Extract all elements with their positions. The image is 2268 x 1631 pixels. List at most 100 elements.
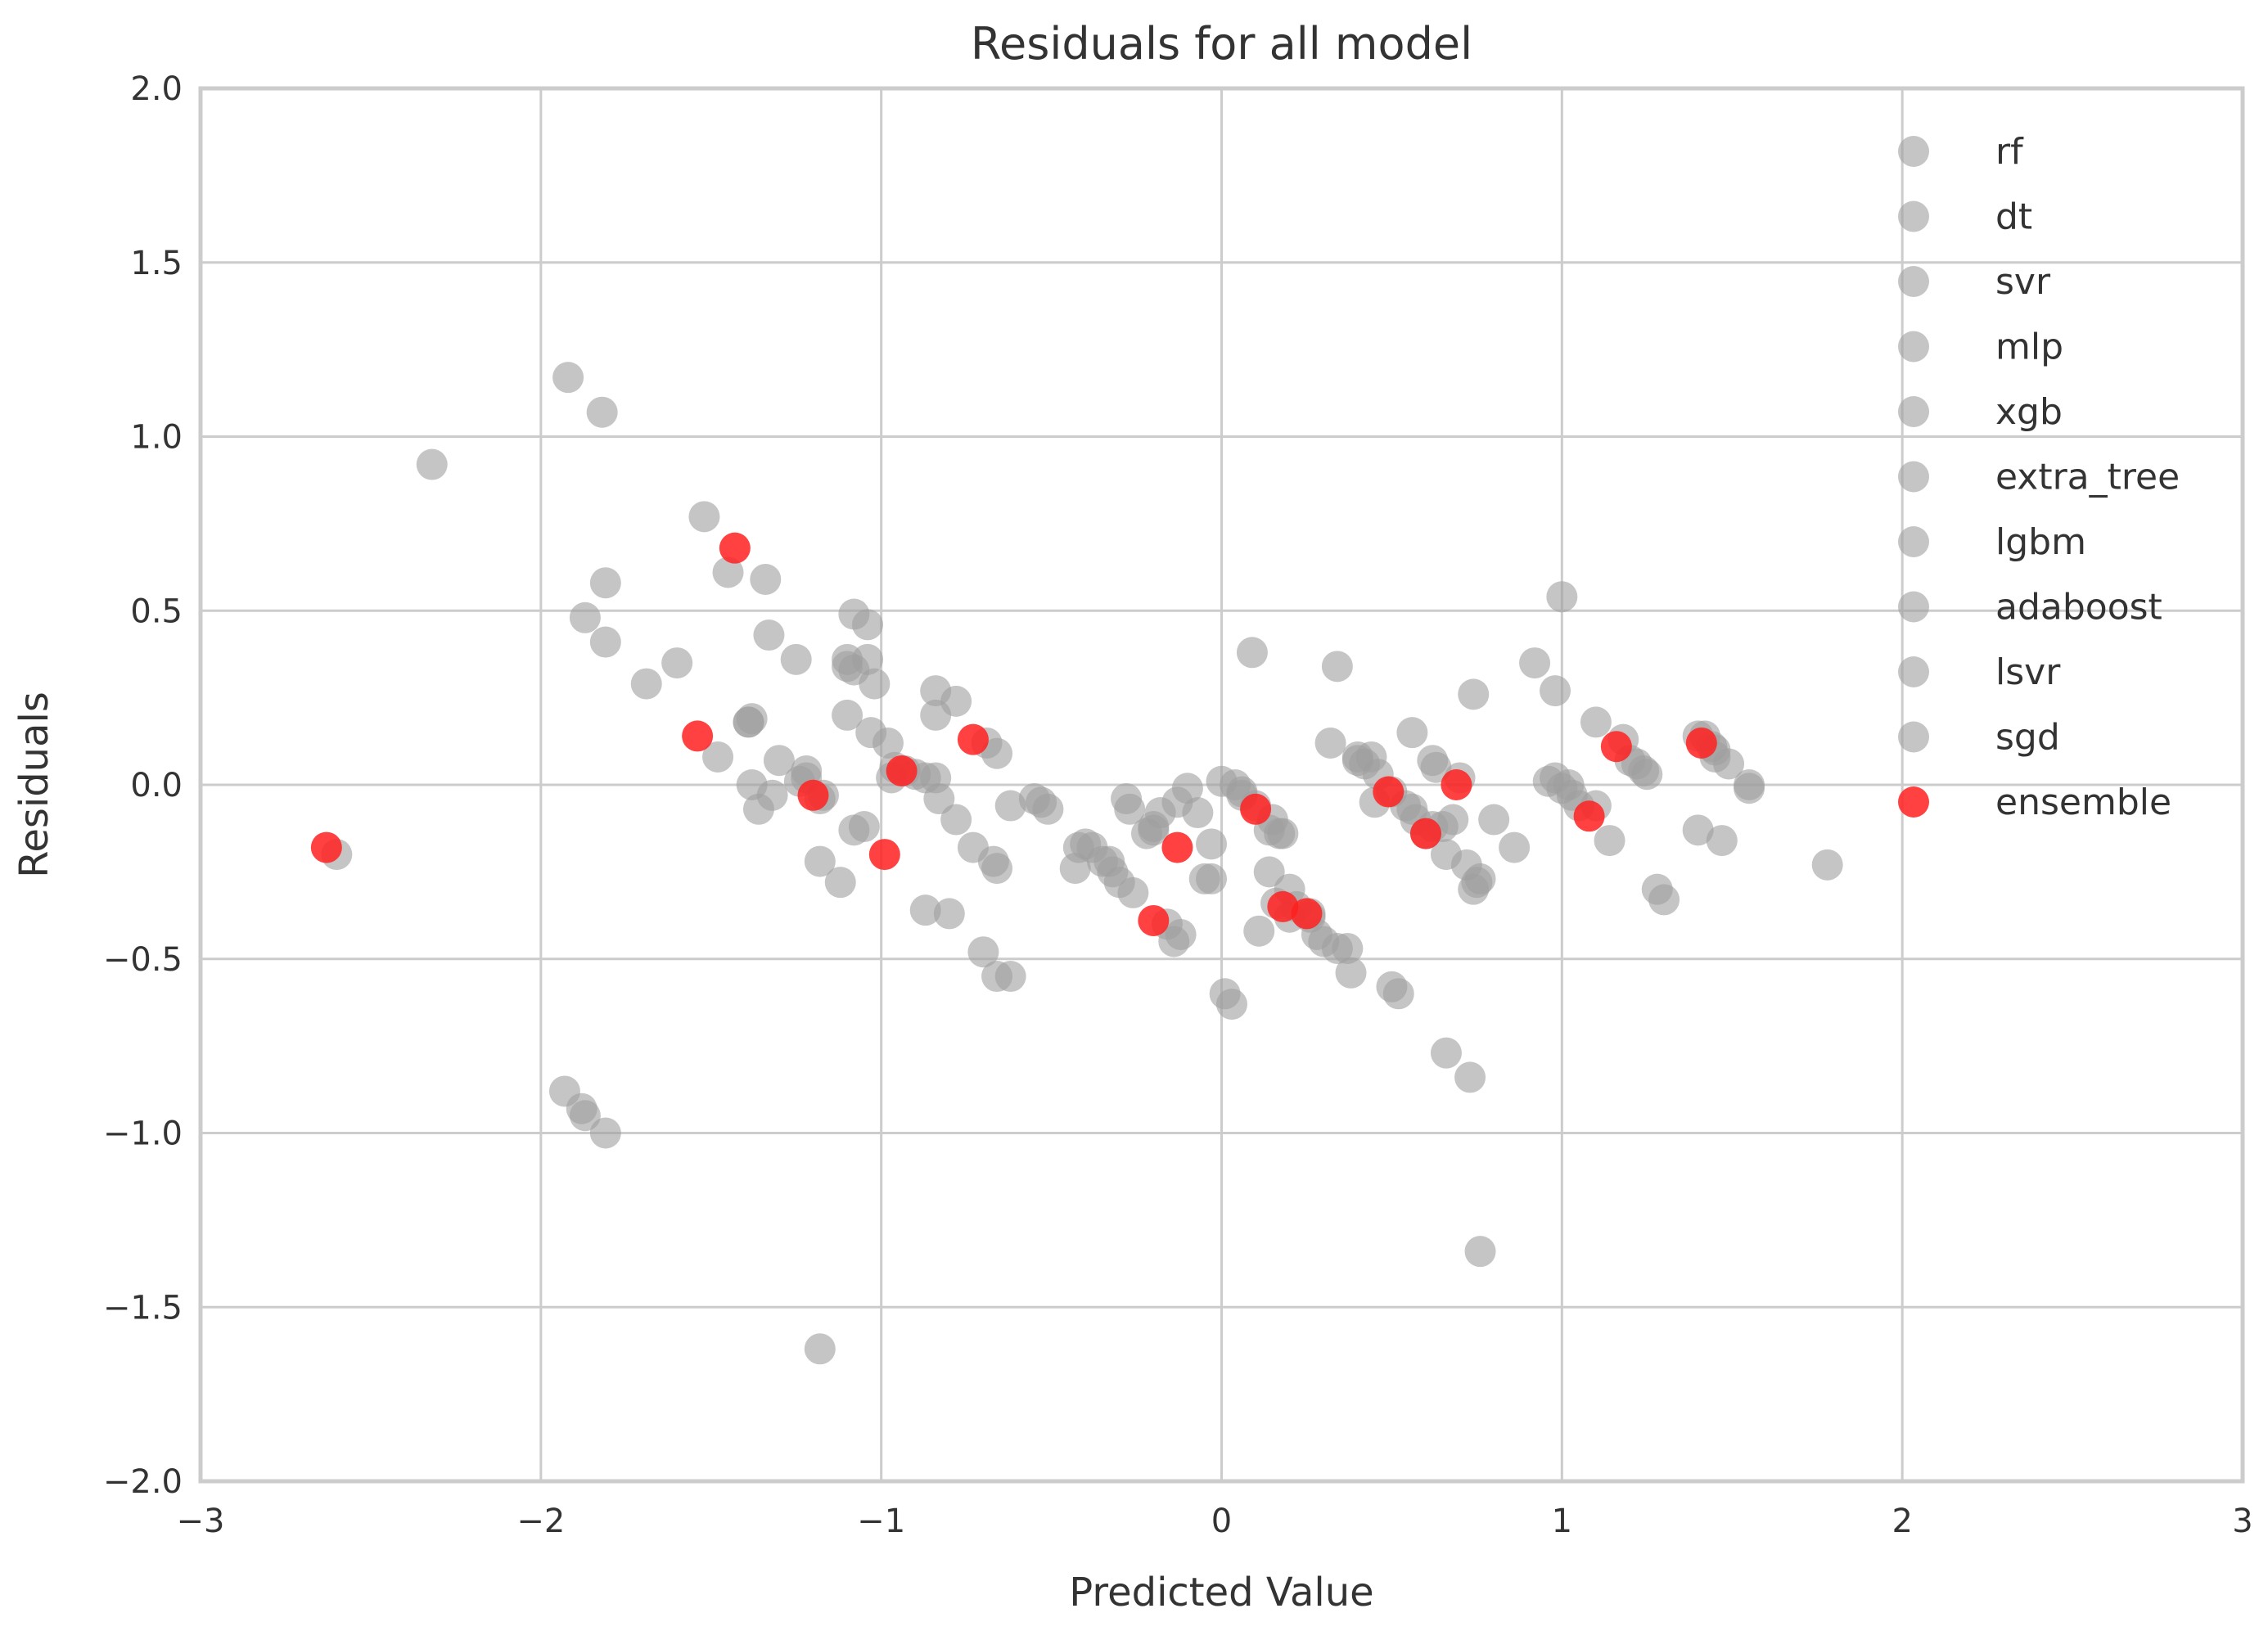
point-ensemble [1240, 793, 1272, 825]
point-extra-tree [1321, 651, 1353, 683]
legend-label-xgb: xgb [1995, 391, 2063, 433]
y-tick-label: 1.5 [130, 245, 183, 282]
point-adaboost [756, 779, 788, 811]
legend-label-rf: rf [1995, 131, 2024, 173]
y-tick-label: 2.0 [130, 70, 183, 108]
point-rf [552, 362, 584, 394]
point-xgb [1478, 804, 1510, 836]
point-rf [1811, 849, 1843, 881]
legend-label-svr: svr [1995, 261, 2051, 303]
point-svr [1580, 706, 1612, 738]
legend-marker-rf [1898, 136, 1929, 167]
x-tick-label: 3 [2232, 1503, 2252, 1540]
point-sgd [1458, 873, 1490, 905]
point-ensemble [1373, 776, 1405, 808]
point-adaboost [1499, 831, 1531, 863]
y-tick-label: 0.5 [130, 592, 183, 630]
point-rf [1236, 637, 1268, 669]
point-svr [1253, 856, 1285, 888]
point-rf [1458, 678, 1490, 710]
point-ensemble [957, 723, 989, 755]
point-rf [569, 601, 601, 633]
legend-marker-sgd [1898, 721, 1929, 753]
point-sgd [1144, 797, 1176, 829]
point-mlp [569, 1100, 601, 1132]
point-ensemble [886, 755, 918, 786]
point-mlp [589, 567, 621, 599]
point-svr [940, 804, 972, 836]
point-ensemble [1291, 898, 1323, 930]
y-tick-label: −1.0 [103, 1115, 183, 1153]
point-ensemble [1161, 831, 1193, 863]
point-xgb [688, 501, 720, 533]
point-ensemble [1685, 727, 1717, 759]
x-axis-title: Predicted Value [1069, 1570, 1373, 1615]
legend-label-adaboost: adaboost [1995, 587, 2162, 629]
point-ensemble [1573, 800, 1605, 832]
point-rf [1594, 825, 1625, 857]
point-xgb [1032, 793, 1064, 825]
legend-marker-ensemble [1898, 786, 1929, 818]
point-extra-tree [1648, 884, 1680, 916]
legend-label-sgd: sgd [1995, 717, 2060, 759]
point-ensemble [682, 720, 714, 752]
legend-marker-extra-tree [1898, 461, 1929, 493]
point-extra-tree [981, 961, 1013, 993]
point-ensemble [868, 839, 900, 871]
x-tick-label: 2 [1892, 1503, 1912, 1540]
legend-label-dt: dt [1995, 196, 2032, 238]
point-dt [1430, 1037, 1462, 1069]
point-ensemble [1441, 769, 1472, 800]
point-dt [763, 745, 795, 777]
point-lsvr [1196, 863, 1228, 894]
legend-label-lsvr: lsvr [1995, 651, 2061, 693]
point-xgb [859, 668, 891, 700]
point-ensemble [1138, 904, 1170, 936]
point-lsvr [1628, 755, 1660, 786]
point-extra-tree [872, 727, 904, 759]
legend-label-extra-tree: extra_tree [1995, 457, 2180, 498]
y-tick-label: 0.0 [130, 767, 183, 804]
point-adaboost [1430, 839, 1462, 871]
point-sgd [712, 556, 744, 588]
x-tick-label: −1 [857, 1503, 905, 1540]
x-tick-label: 1 [1552, 1503, 1572, 1540]
point-ensemble [1600, 731, 1632, 763]
point-svr [589, 626, 621, 658]
data-points [310, 362, 1843, 1365]
legend-marker-xgb [1898, 396, 1929, 427]
point-extra-tree [630, 668, 662, 700]
point-extra-tree [1454, 1061, 1486, 1093]
legend-marker-adaboost [1898, 591, 1929, 623]
point-adaboost [804, 1333, 836, 1365]
point-xgb [750, 563, 782, 595]
point-extra-tree [1114, 793, 1146, 825]
point-dt [1382, 978, 1414, 1010]
point-sgd [977, 845, 1009, 877]
point-adaboost [1117, 876, 1149, 908]
y-tick-label: −0.5 [103, 941, 183, 979]
legend-label-ensemble: ensemble [1995, 782, 2171, 823]
legend-marker-lsvr [1898, 656, 1929, 687]
point-adaboost [1396, 793, 1428, 825]
point-adaboost [1196, 828, 1228, 860]
point-svr [586, 396, 618, 428]
point-sgd [909, 762, 941, 794]
point-svr [1519, 647, 1551, 679]
point-rf [1396, 717, 1428, 749]
point-ensemble [310, 831, 342, 863]
point-ensemble [1410, 818, 1441, 849]
point-ensemble [1267, 890, 1299, 922]
point-mlp [661, 647, 693, 679]
point-lgbm [981, 737, 1013, 769]
legend-label-lgbm: lgbm [1995, 521, 2086, 563]
y-tick-label: −2.0 [103, 1463, 183, 1501]
point-rf [804, 845, 836, 877]
x-tick-label: −2 [516, 1503, 565, 1540]
x-tick-label: 0 [1211, 1503, 1232, 1540]
point-sgd [1059, 853, 1091, 885]
point-adaboost [848, 811, 880, 843]
point-extra-tree [824, 867, 856, 899]
point-lgbm [838, 598, 870, 630]
